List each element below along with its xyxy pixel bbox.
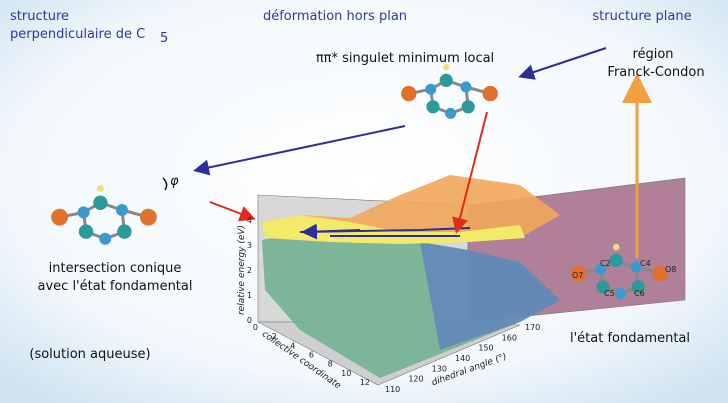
atom	[140, 209, 157, 226]
tick-label: 10	[341, 369, 351, 378]
atom	[97, 185, 104, 192]
tick-label: 150	[478, 344, 493, 353]
tick-label: 0	[247, 316, 252, 325]
label: φ	[170, 174, 179, 189]
tick-label: 6	[309, 351, 314, 360]
atom-label: C4	[640, 259, 651, 268]
atom-label: O8	[665, 265, 676, 274]
tick-label: 4	[247, 216, 252, 225]
tick-label: 12	[360, 378, 370, 387]
tick-label: 160	[502, 333, 517, 342]
atom	[116, 204, 128, 216]
tick-label: 120	[408, 375, 423, 384]
atom	[93, 196, 107, 210]
atom	[425, 84, 436, 95]
label: (solution aqueuse)	[29, 347, 150, 362]
atom-label: C2	[600, 259, 611, 268]
atom	[443, 64, 450, 71]
atom	[426, 100, 439, 113]
atom	[99, 233, 111, 245]
atom	[79, 224, 93, 238]
tick-label: 3	[247, 241, 252, 250]
subscript: 5	[160, 31, 168, 46]
heading: structure plane	[592, 9, 691, 24]
atom-label: C5	[604, 289, 615, 298]
atom	[483, 86, 498, 101]
atom	[462, 100, 475, 113]
atom-label: O7	[572, 271, 583, 280]
atom-label: C6	[634, 289, 645, 298]
tick-label: 2	[272, 332, 277, 341]
label: l'état fondamental	[570, 331, 690, 346]
tick-label: 2	[247, 266, 252, 275]
heading: structure	[10, 9, 69, 24]
label: intersection conique	[49, 261, 182, 276]
atom	[445, 108, 456, 119]
atom	[401, 86, 416, 101]
tick-label: 170	[525, 323, 540, 332]
tick-label: 8	[328, 360, 333, 369]
label: ππ* singulet minimum local	[316, 51, 494, 66]
figure: structure perpendiculaire de C 5 déforma…	[0, 0, 728, 403]
label: avec l'état fondamental	[38, 279, 193, 294]
tick-label: 130	[432, 364, 447, 373]
heading: perpendiculaire de C	[10, 27, 145, 42]
atom	[615, 288, 626, 299]
heading: déformation hors plan	[263, 9, 407, 24]
tick-label: 1	[247, 291, 252, 300]
atom	[613, 244, 620, 251]
axis-label: relative energy (eV)	[237, 225, 247, 315]
label: Franck-Condon	[607, 65, 704, 80]
atom	[117, 224, 131, 238]
atom	[51, 209, 68, 226]
atom	[461, 82, 472, 93]
tick-label: 110	[385, 385, 400, 394]
atom	[78, 206, 90, 218]
label: région	[632, 47, 673, 62]
tick-label: 4	[290, 341, 295, 350]
tick-label: 0	[253, 323, 258, 332]
atom	[440, 74, 453, 87]
tick-label: 140	[455, 354, 470, 363]
atom	[610, 254, 623, 267]
